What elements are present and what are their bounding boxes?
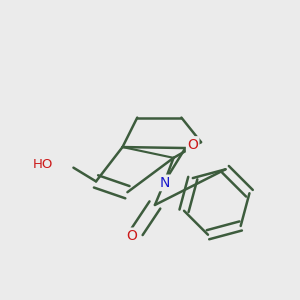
Text: O: O	[126, 229, 137, 243]
Text: HO: HO	[32, 158, 53, 171]
Text: O: O	[187, 137, 198, 152]
Text: N: N	[160, 176, 170, 190]
